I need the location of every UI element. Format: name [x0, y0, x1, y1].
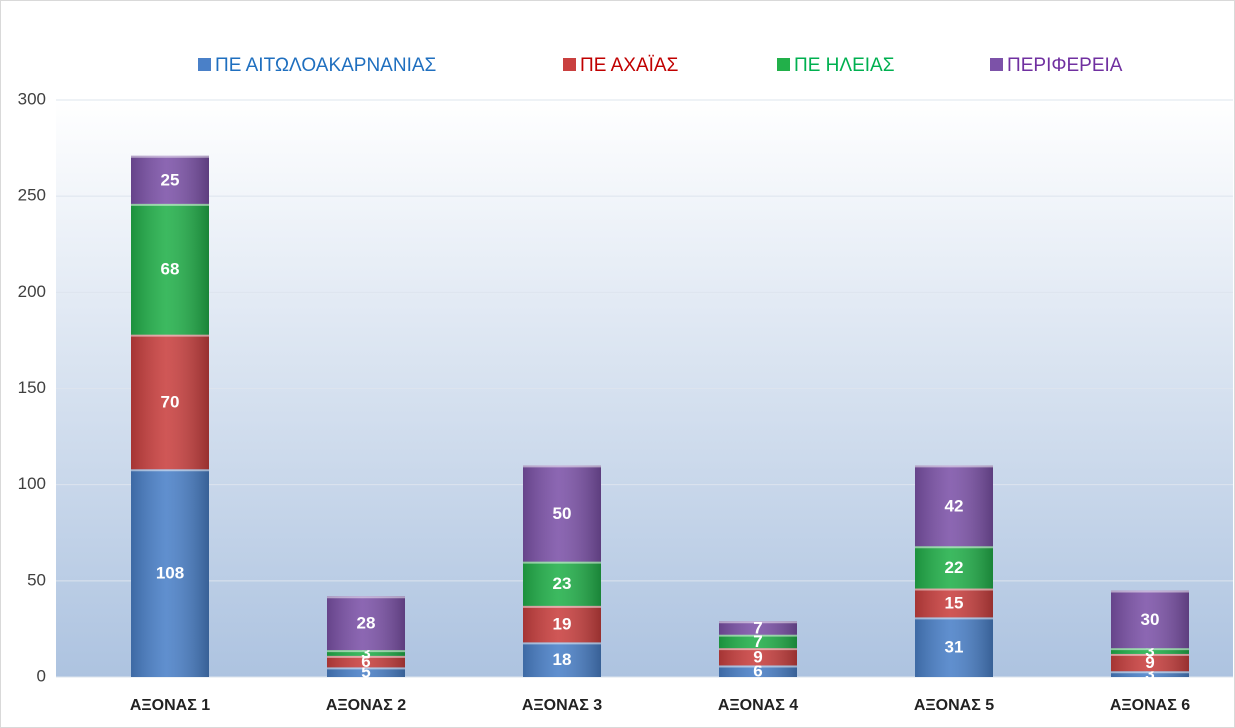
x-tick-label: ΑΞΟΝΑΣ 3: [522, 697, 602, 714]
y-tick-label: 0: [37, 666, 46, 685]
data-label: 22: [945, 558, 964, 577]
legend-swatch: [563, 58, 576, 71]
bar-shade: [131, 155, 209, 204]
bar-shade: [915, 617, 993, 677]
bar-shade: [327, 596, 405, 651]
data-label: 108: [156, 564, 184, 583]
data-label: 9: [753, 647, 762, 666]
bar-shade: [1111, 671, 1189, 677]
bar-shade: [523, 465, 601, 562]
bar-shade: [915, 588, 993, 618]
y-tick-label: 50: [27, 570, 46, 589]
bar-shade: [1111, 653, 1189, 672]
bar-shade: [327, 667, 405, 677]
bar-shade: [327, 650, 405, 656]
x-tick-label: ΑΞΟΝΑΣ 4: [718, 697, 798, 714]
data-label: 23: [553, 574, 572, 593]
y-tick-label: 200: [18, 282, 46, 301]
data-label: 18: [553, 650, 572, 669]
data-label: 6: [361, 652, 370, 671]
data-label: 70: [161, 392, 180, 411]
data-label: 7: [753, 618, 762, 637]
bar-shade: [131, 469, 209, 677]
y-tick-label: 150: [18, 378, 46, 397]
legend-label: ΠΕΡΙΦΕΡΕΙΑ: [1007, 55, 1123, 76]
legend-swatch: [198, 58, 211, 71]
x-tick-label: ΑΞΟΝΑΣ 5: [914, 697, 994, 714]
data-label: 25: [161, 170, 180, 189]
legend-swatch: [777, 58, 790, 71]
bar-shade: [719, 648, 797, 666]
data-label: 31: [945, 638, 964, 657]
y-tick-label: 300: [18, 89, 46, 108]
y-tick-label: 250: [18, 186, 46, 205]
data-label: 5: [361, 663, 370, 682]
data-label: 15: [945, 593, 964, 612]
data-label: 3: [361, 643, 370, 662]
data-label: 30: [1141, 610, 1160, 629]
data-label: 19: [553, 615, 572, 634]
bar-shade: [915, 546, 993, 589]
legend-label: ΠΕ ΑΧΑΪΑΣ: [580, 55, 678, 76]
bar-shade: [523, 605, 601, 643]
bar-shade: [1111, 648, 1189, 654]
data-label: 3: [1145, 665, 1154, 684]
bar-shade: [131, 203, 209, 335]
bar-shade: [523, 561, 601, 606]
bar-shade: [719, 665, 797, 677]
x-tick-label: ΑΞΟΝΑΣ 1: [130, 697, 210, 714]
bar-shade: [719, 621, 797, 635]
data-label: 50: [553, 504, 572, 523]
data-label: 42: [945, 496, 964, 515]
bar-shade: [1111, 590, 1189, 649]
x-tick-label: ΑΞΟΝΑΣ 6: [1110, 697, 1190, 714]
data-label: 68: [161, 260, 180, 279]
legend-label: ΠΕ ΗΛΕΙΑΣ: [794, 55, 894, 76]
x-tick-label: ΑΞΟΝΑΣ 2: [326, 697, 406, 714]
bar-shade: [131, 334, 209, 470]
bar-shade: [915, 465, 993, 547]
data-label: 28: [357, 614, 376, 633]
bar-shade: [719, 634, 797, 649]
data-label: 7: [753, 632, 762, 651]
bar-shade: [327, 655, 405, 668]
y-tick-label: 100: [18, 474, 46, 493]
legend-label: ΠΕ ΑΙΤΩΛΟΑΚΑΡΝΑΝΙΑΣ: [215, 55, 436, 76]
data-label: 6: [753, 662, 762, 681]
data-label: 3: [1145, 642, 1154, 661]
bar-shade: [523, 642, 601, 677]
legend-swatch: [990, 58, 1003, 71]
data-label: 9: [1145, 653, 1154, 672]
